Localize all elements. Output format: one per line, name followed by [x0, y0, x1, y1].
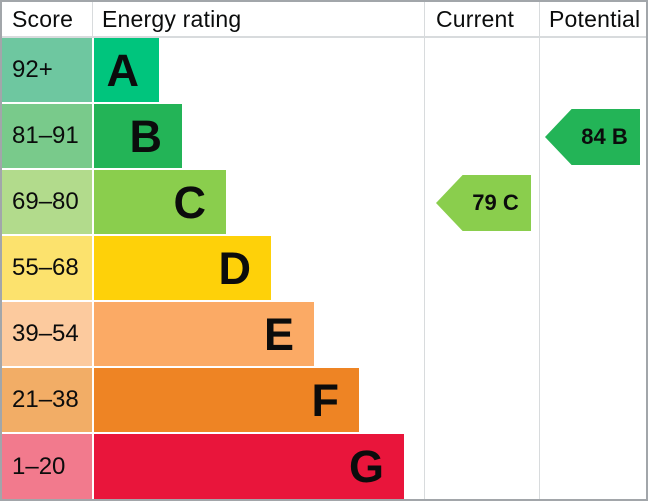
- grade-letter: G: [348, 441, 384, 492]
- rating-bar: A: [94, 38, 159, 102]
- current-cell: [424, 434, 539, 499]
- rating-cell: E: [92, 302, 424, 368]
- rating-bar: F: [94, 368, 359, 432]
- header-energy-rating: Energy rating: [92, 2, 424, 36]
- current-cell: [424, 302, 539, 368]
- potential-rating-label: 84 B: [581, 124, 628, 149]
- band-row: 21–38 F: [2, 368, 646, 434]
- grade-letter: B: [129, 110, 163, 162]
- current-cell: [424, 104, 539, 170]
- score-cell: 81–91: [2, 104, 92, 170]
- rating-cell: F: [92, 368, 424, 434]
- rating-bar: E: [94, 302, 314, 366]
- grade-letter: E: [263, 308, 294, 360]
- rating-bar: C: [94, 170, 226, 234]
- score-cell: 39–54: [2, 302, 92, 368]
- potential-cell: [539, 368, 646, 434]
- band-row: 92+ A: [2, 38, 646, 104]
- rating-cell: G: [92, 434, 424, 499]
- score-cell: 69–80: [2, 170, 92, 236]
- grade-letter: A: [106, 44, 140, 96]
- score-range-label: 55–68: [12, 254, 79, 281]
- chart-header: Score Energy rating Current Potential: [2, 2, 646, 38]
- score-range-label: 69–80: [12, 188, 79, 215]
- score-range-label: 39–54: [12, 320, 79, 347]
- current-rating-arrow: 79 C: [436, 175, 531, 231]
- rating-cell: A: [92, 38, 424, 104]
- score-cell: 21–38: [2, 368, 92, 434]
- score-cell: 55–68: [2, 236, 92, 302]
- current-cell: 79 C: [424, 170, 539, 236]
- score-range-label: 81–91: [12, 122, 79, 149]
- band-rows: 92+ A 81–91 B: [2, 38, 646, 499]
- band-row: 55–68 D: [2, 236, 646, 302]
- potential-cell: [539, 38, 646, 104]
- potential-cell: [539, 236, 646, 302]
- band-row: 69–80 C 79 C: [2, 170, 646, 236]
- grade-letter: C: [173, 176, 207, 228]
- header-score: Score: [12, 5, 74, 32]
- current-cell: [424, 368, 539, 434]
- rating-bar: D: [94, 236, 271, 300]
- current-cell: [424, 236, 539, 302]
- grade-letter: F: [311, 374, 340, 426]
- score-range-label: 1–20: [12, 452, 66, 480]
- band-row: 1–20 G: [2, 434, 646, 499]
- current-cell: [424, 38, 539, 104]
- potential-cell: [539, 434, 646, 499]
- current-rating-label: 79 C: [472, 190, 519, 215]
- rating-cell: C: [92, 170, 424, 236]
- band-row: 39–54 E: [2, 302, 646, 368]
- rating-cell: B: [92, 104, 424, 170]
- potential-cell: 84 B: [539, 104, 646, 170]
- score-cell: 1–20: [2, 434, 92, 499]
- score-range-label: 92+: [12, 56, 53, 83]
- score-range-label: 21–38: [12, 386, 79, 413]
- potential-cell: [539, 302, 646, 368]
- grade-letter: D: [218, 242, 252, 294]
- potential-rating-arrow: 84 B: [545, 109, 640, 165]
- rating-bar: G: [94, 434, 404, 499]
- band-row: 81–91 B 84 B: [2, 104, 646, 170]
- rating-cell: D: [92, 236, 424, 302]
- potential-cell: [539, 170, 646, 236]
- score-cell: 92+: [2, 38, 92, 104]
- header-current: Current: [424, 2, 539, 36]
- header-potential: Potential: [539, 2, 646, 36]
- rating-bar: B: [94, 104, 182, 168]
